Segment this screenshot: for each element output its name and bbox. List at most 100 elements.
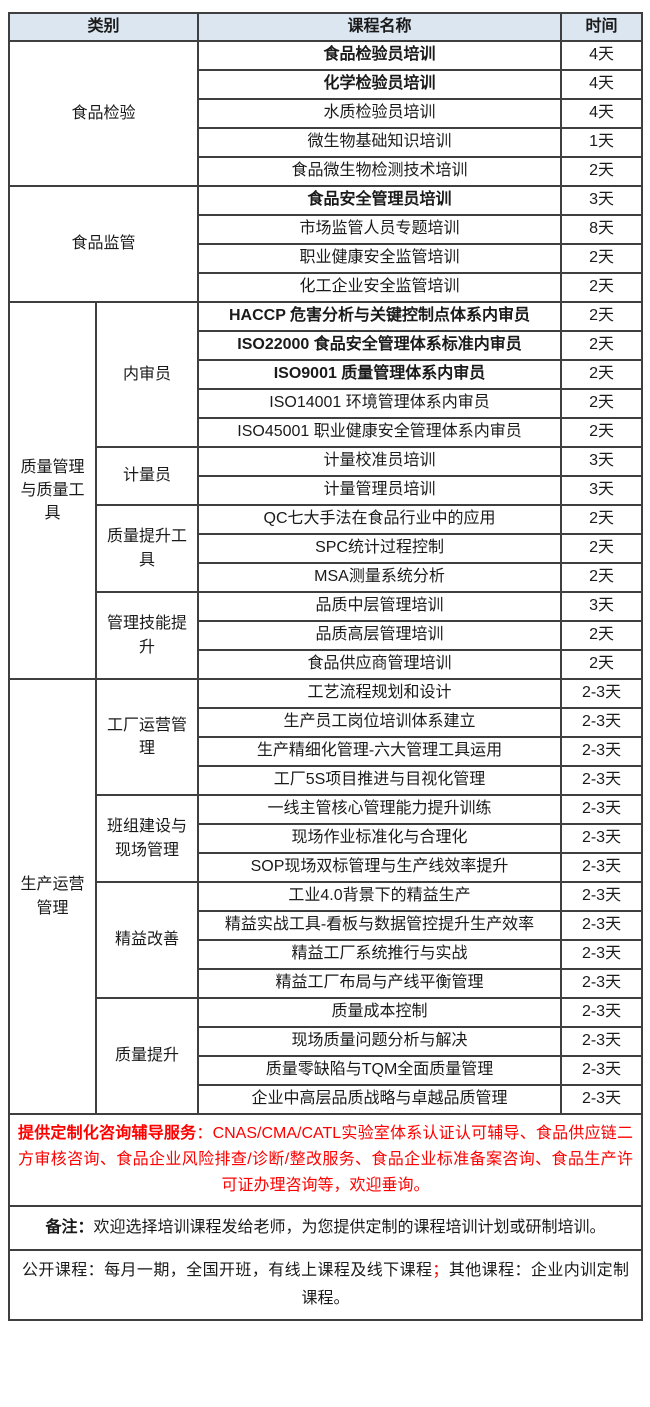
course-time-cell: 2-3天	[560, 852, 644, 883]
course-name-cell: 微生物基础知识培训	[197, 127, 563, 158]
table-row: 生产精细化管理-六大管理工具运用 2-3天	[9, 736, 644, 767]
course-time-cell: 2天	[560, 562, 644, 593]
course-name-cell: 食品检验员培训	[197, 40, 563, 71]
consulting-note-colon: ：	[196, 1125, 213, 1142]
course-time-cell: 2天	[560, 243, 644, 274]
course-time-cell: 2-3天	[560, 765, 644, 796]
category-cell: 食品检验	[7, 40, 200, 187]
table-row: SPC统计过程控制 2天	[9, 533, 644, 564]
course-time-cell: 2-3天	[560, 1026, 644, 1057]
table-row: ISO14001 环境管理体系内审员 2天	[9, 388, 644, 419]
course-name-cell: 品质高层管理培训	[197, 620, 563, 651]
table-row: 职业健康安全监管培训 2天	[9, 243, 644, 274]
course-time-cell: 2-3天	[560, 881, 644, 912]
course-name-cell: ISO9001 质量管理体系内审员	[197, 359, 563, 390]
table-row: 现场作业标准化与合理化 2-3天	[9, 823, 644, 854]
table-row: 工厂5S项目推进与目视化管理 2-3天	[9, 765, 644, 796]
consulting-note-row: 提供定制化咨询辅导服务：CNAS/CMA/CATL实验室体系认证认可辅导、食品供…	[7, 1113, 644, 1207]
table-row: 质量管理与质量工具 内审员 HACCP 危害分析与关键控制点体系内审员 2天	[8, 301, 644, 680]
table-row: 精益工厂系统推行与实战 2-3天	[9, 939, 644, 970]
consulting-note-cell: 提供定制化咨询辅导服务：CNAS/CMA/CATL实验室体系认证认可辅导、食品供…	[7, 1113, 644, 1207]
consulting-note-body: CNAS/CMA/CATL实验室体系认证认可辅导、食品供应链二方审核咨询、食品企…	[18, 1125, 634, 1194]
remark-note-row: 备注：欢迎选择培训课程发给老师，为您提供定制的课程培训计划或研制培训。	[7, 1204, 644, 1251]
course-time-cell: 2天	[560, 417, 644, 448]
table-row: 现场质量问题分析与解决 2-3天	[9, 1026, 644, 1057]
category-cell: 生产运营管理	[8, 678, 97, 1115]
course-time-cell: 2-3天	[560, 794, 644, 825]
header-row: 类别 课程名称 时间	[7, 12, 644, 42]
course-name-cell: ISO14001 环境管理体系内审员	[197, 388, 563, 419]
subcategory-cell: 计量员	[94, 446, 200, 506]
course-table: 类别 课程名称 时间 食品检验 食品检验员培训 4天 化学检验员培训 4天 水质检验员培训…	[7, 12, 644, 1321]
course-time-cell: 2天	[560, 533, 644, 564]
course-time-cell: 2天	[560, 620, 644, 651]
table-row: 品质高层管理培训 2天	[9, 620, 644, 651]
subcategory-cell: 管理技能提升	[94, 591, 200, 680]
course-name-cell: SOP现场双标管理与生产线效率提升	[197, 852, 563, 883]
course-time-cell: 2天	[560, 359, 644, 390]
table-row: SOP现场双标管理与生产线效率提升 2-3天	[9, 852, 644, 883]
table-row: 精益实战工具-看板与数据管控提升生产效率 2-3天	[9, 910, 644, 941]
table-row: 计量管理员培训 3天	[9, 475, 644, 506]
col-header-time: 时间	[560, 12, 644, 42]
subcategory-cell: 精益改善	[94, 881, 200, 999]
course-name-cell: 精益工厂系统推行与实战	[197, 939, 563, 970]
course-time-cell: 2天	[560, 330, 644, 361]
table-row: MSA测量系统分析 2天	[9, 562, 644, 593]
course-name-cell: 水质检验员培训	[197, 98, 563, 129]
course-name-cell: 化学检验员培训	[197, 69, 563, 100]
table-row: 食品供应商管理培训 2天	[9, 649, 644, 680]
course-name-cell: 质量成本控制	[197, 997, 563, 1028]
course-name-cell: 现场质量问题分析与解决	[197, 1026, 563, 1057]
table-row: 生产员工岗位培训体系建立 2-3天	[9, 707, 644, 738]
course-name-cell: 工厂5S项目推进与目视化管理	[197, 765, 563, 796]
open-course-part1: 公开课程：每月一期，全国开班，有线上课程及线下课程	[22, 1261, 433, 1279]
notes-rows: 提供定制化咨询辅导服务：CNAS/CMA/CATL实验室体系认证认可辅导、食品供…	[7, 1113, 644, 1321]
remark-note-lead: 备注：	[45, 1218, 94, 1236]
table-row: 食品监管 食品安全管理员培训 3天	[7, 185, 644, 303]
consulting-note-lead: 提供定制化咨询辅导服务	[18, 1125, 197, 1142]
course-name-cell: QC七大手法在食品行业中的应用	[197, 504, 563, 535]
course-time-cell: 2-3天	[560, 910, 644, 941]
course-time-cell: 4天	[560, 98, 644, 129]
table-row: 质量零缺陷与TQM全面质量管理 2-3天	[9, 1055, 644, 1086]
table-row: 食品微生物检测技术培训 2天	[9, 156, 644, 187]
course-time-cell: 2天	[560, 649, 644, 680]
course-time-cell: 2天	[560, 388, 644, 419]
subcategory-cell: 质量提升	[94, 997, 200, 1115]
course-name-cell: MSA测量系统分析	[197, 562, 563, 593]
subcategory-cell: 内审员	[94, 301, 200, 448]
course-name-cell: 质量零缺陷与TQM全面质量管理	[197, 1055, 563, 1086]
course-name-cell: 食品微生物检测技术培训	[197, 156, 563, 187]
course-time-cell: 2天	[560, 156, 644, 187]
course-name-cell: 食品安全管理员培训	[197, 185, 563, 216]
course-name-cell: 计量管理员培训	[197, 475, 563, 506]
table-row: 水质检验员培训 4天	[9, 98, 644, 129]
col-header-course: 课程名称	[197, 12, 563, 42]
remark-note-body: 欢迎选择培训课程发给老师，为您提供定制的课程培训计划或研制培训。	[93, 1218, 606, 1236]
course-time-cell: 2天	[560, 504, 644, 535]
open-course-part2: 其他课程：企业内训定制课程。	[301, 1261, 630, 1307]
course-name-cell: 精益实战工具-看板与数据管控提升生产效率	[197, 910, 563, 941]
subcategory-cell: 工厂运营管理	[94, 678, 200, 796]
course-name-cell: 工艺流程规划和设计	[197, 678, 563, 709]
table-row: 质量提升 质量成本控制 2-3天	[9, 997, 644, 1115]
course-name-cell: 市场监管人员专题培训	[197, 214, 563, 245]
course-time-cell: 3天	[560, 475, 644, 506]
course-time-cell: 2-3天	[560, 968, 644, 999]
course-name-cell: 现场作业标准化与合理化	[197, 823, 563, 854]
subcategory-cell: 班组建设与现场管理	[94, 794, 200, 883]
course-name-cell: 企业中高层品质战略与卓越品质管理	[197, 1084, 563, 1115]
course-time-cell: 2天	[560, 301, 644, 332]
course-time-cell: 2-3天	[560, 997, 644, 1028]
course-name-cell: 生产精细化管理-六大管理工具运用	[197, 736, 563, 767]
table-row: 微生物基础知识培训 1天	[9, 127, 644, 158]
col-header-category: 类别	[7, 12, 200, 42]
course-name-cell: ISO22000 食品安全管理体系标准内审员	[197, 330, 563, 361]
table-row: 食品检验 食品检验员培训 4天	[7, 40, 644, 187]
category-cell: 食品监管	[7, 185, 200, 303]
table-row: 生产运营管理 工厂运营管理 工艺流程规划和设计 2-3天	[8, 678, 644, 1115]
course-time-cell: 2-3天	[560, 939, 644, 970]
open-course-note-row: 公开课程：每月一期，全国开班，有线上课程及线下课程；其他课程：企业内训定制课程。	[7, 1248, 644, 1321]
